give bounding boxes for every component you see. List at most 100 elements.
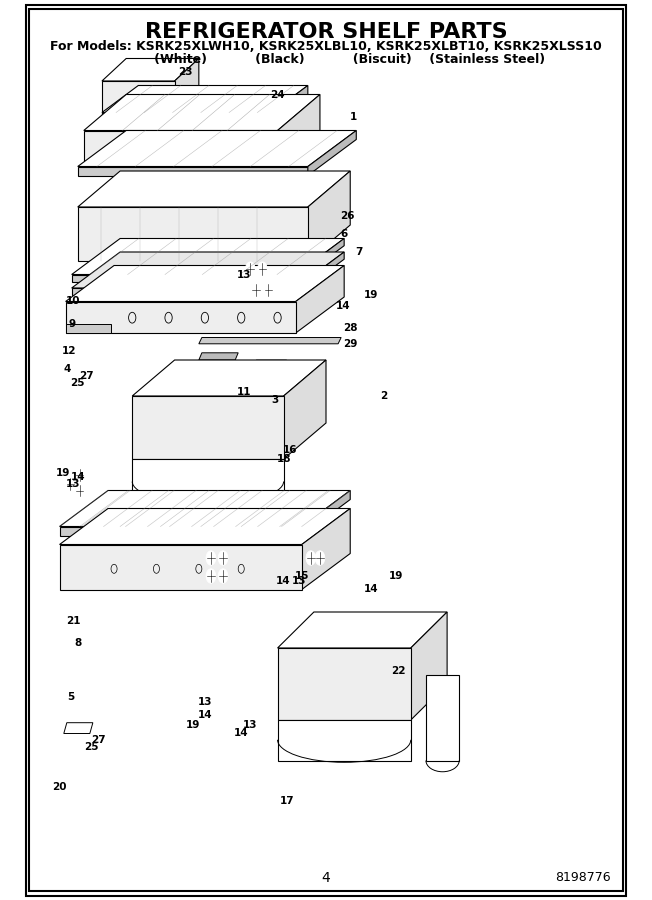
Text: 19: 19 <box>364 290 379 301</box>
Polygon shape <box>132 459 284 504</box>
Polygon shape <box>66 324 111 333</box>
Circle shape <box>206 551 216 565</box>
Circle shape <box>315 551 325 565</box>
Text: 3: 3 <box>271 395 278 406</box>
Polygon shape <box>72 238 344 274</box>
Text: 20: 20 <box>52 782 67 793</box>
Text: 29: 29 <box>343 338 357 349</box>
Text: 13: 13 <box>243 719 258 730</box>
Polygon shape <box>59 508 350 544</box>
Polygon shape <box>66 302 296 333</box>
Polygon shape <box>278 94 320 166</box>
Text: 24: 24 <box>270 89 285 100</box>
Circle shape <box>75 468 84 482</box>
Circle shape <box>218 551 228 565</box>
Polygon shape <box>278 612 447 648</box>
Polygon shape <box>302 491 350 536</box>
Polygon shape <box>308 130 356 176</box>
Text: 4: 4 <box>64 364 71 374</box>
Text: For Models: KSRK25XLWH10, KSRK25XLBL10, KSRK25XLBT10, KSRK25XLSS10: For Models: KSRK25XLWH10, KSRK25XLBL10, … <box>50 40 602 53</box>
Circle shape <box>218 569 228 583</box>
Polygon shape <box>78 171 350 207</box>
Polygon shape <box>199 338 341 344</box>
Polygon shape <box>278 720 411 760</box>
Polygon shape <box>271 86 308 126</box>
Polygon shape <box>296 252 344 295</box>
Polygon shape <box>59 491 350 526</box>
Polygon shape <box>83 130 278 166</box>
Text: 18: 18 <box>276 454 291 464</box>
Text: 9: 9 <box>68 319 75 329</box>
Text: 23: 23 <box>178 67 193 77</box>
Text: 27: 27 <box>92 734 106 745</box>
Circle shape <box>263 283 273 297</box>
Polygon shape <box>296 266 344 333</box>
Polygon shape <box>296 238 344 282</box>
Text: 8198776: 8198776 <box>555 871 611 884</box>
Text: REFRIGERATOR SHELF PARTS: REFRIGERATOR SHELF PARTS <box>145 22 507 41</box>
Text: 26: 26 <box>340 211 355 221</box>
Text: 19: 19 <box>186 719 200 730</box>
Text: (White)           (Black)           (Biscuit)    (Stainless Steel): (White) (Black) (Biscuit) (Stainless Ste… <box>106 53 546 66</box>
Text: 10: 10 <box>66 296 80 307</box>
Polygon shape <box>102 86 308 112</box>
Circle shape <box>245 262 255 276</box>
Polygon shape <box>254 360 287 366</box>
Text: 14: 14 <box>336 301 350 311</box>
Polygon shape <box>308 171 350 261</box>
Polygon shape <box>102 81 175 117</box>
Polygon shape <box>78 207 308 261</box>
Polygon shape <box>132 396 284 459</box>
Text: 28: 28 <box>343 322 357 333</box>
Text: 4: 4 <box>321 870 331 885</box>
Polygon shape <box>284 360 326 459</box>
Text: 25: 25 <box>70 377 85 388</box>
Text: 13: 13 <box>291 575 306 586</box>
Circle shape <box>206 569 216 583</box>
Text: 6: 6 <box>340 229 348 239</box>
Text: 14: 14 <box>276 575 291 586</box>
Polygon shape <box>72 252 344 288</box>
Polygon shape <box>72 274 296 282</box>
Polygon shape <box>426 675 459 760</box>
Text: 14: 14 <box>234 728 248 739</box>
Text: 19: 19 <box>389 571 403 581</box>
Text: 21: 21 <box>66 616 80 626</box>
Polygon shape <box>175 58 199 117</box>
Text: 14: 14 <box>364 584 379 595</box>
Polygon shape <box>199 353 238 360</box>
Polygon shape <box>199 186 348 194</box>
Polygon shape <box>59 544 302 590</box>
Text: 1: 1 <box>349 112 357 122</box>
Circle shape <box>66 477 75 491</box>
Text: 13: 13 <box>237 269 252 280</box>
Text: 5: 5 <box>67 692 74 703</box>
Polygon shape <box>78 130 356 166</box>
Text: 25: 25 <box>84 742 98 752</box>
Polygon shape <box>278 648 411 720</box>
Text: 11: 11 <box>237 386 252 397</box>
Circle shape <box>306 551 316 565</box>
Text: 13: 13 <box>66 479 80 490</box>
Polygon shape <box>64 723 93 734</box>
Polygon shape <box>132 360 326 396</box>
Polygon shape <box>59 526 302 536</box>
Circle shape <box>258 262 267 276</box>
Circle shape <box>252 283 261 297</box>
Text: 22: 22 <box>391 665 406 676</box>
Polygon shape <box>102 58 199 81</box>
Text: 14: 14 <box>70 472 85 482</box>
Text: 13: 13 <box>198 697 212 707</box>
Polygon shape <box>83 94 320 130</box>
Circle shape <box>75 483 84 498</box>
Polygon shape <box>78 166 308 176</box>
Polygon shape <box>235 176 338 184</box>
Polygon shape <box>302 508 350 590</box>
Text: 19: 19 <box>55 467 70 478</box>
Polygon shape <box>411 612 447 720</box>
Text: 16: 16 <box>282 445 297 455</box>
Text: 27: 27 <box>80 371 94 382</box>
Text: 7: 7 <box>355 247 363 257</box>
Text: 12: 12 <box>61 346 76 356</box>
Polygon shape <box>66 266 344 302</box>
